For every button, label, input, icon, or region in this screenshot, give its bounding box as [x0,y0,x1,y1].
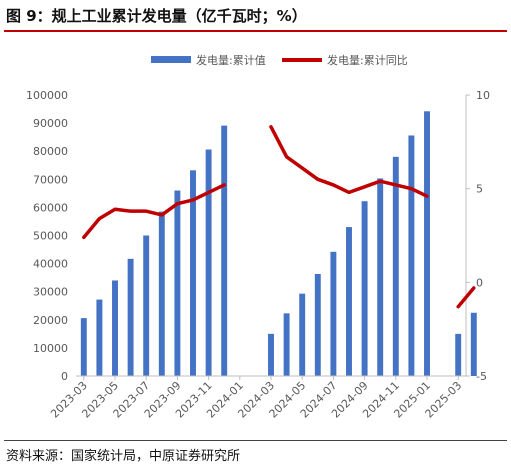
legend-swatch-bar [151,56,191,63]
left-axis-tick-label: 60000 [33,201,68,214]
left-axis-tick-label: 70000 [33,173,68,186]
left-axis-tick-label: 100000 [26,89,68,102]
left-axis-tick-label: 10000 [33,342,68,355]
legend-label-bar: 发电量:累计值 [196,53,266,67]
line-segment [269,125,429,198]
bar [80,318,87,376]
bar-series [80,111,477,376]
bar [314,273,321,376]
footer-rule [4,440,507,441]
bar [299,293,306,376]
left-axis-tick-label: 20000 [33,314,68,327]
title-rule [4,30,507,32]
left-axis-tick-label: 80000 [33,145,68,158]
bar [190,170,196,376]
line-segment [456,286,476,309]
bar [127,258,134,376]
bar [158,211,165,376]
bar [377,178,384,376]
right-axis: -5 0 5 10 [465,89,490,383]
line-series [82,125,476,309]
left-axis: 0 10000 20000 30000 40000 50000 60000 70000 8000… [26,89,68,383]
left-axis-tick-label: 50000 [33,230,68,243]
left-axis-tick-label: 30000 [33,286,68,299]
x-axis: 2023-032023-052023-072023-092023-112024-… [48,375,466,421]
right-axis-tick-label: 5 [476,183,483,196]
legend: 发电量:累计值 发电量:累计同比 [151,53,408,67]
bar [392,156,399,376]
legend-label-line: 发电量:累计同比 [327,53,408,67]
bar [221,125,228,376]
bar [455,333,462,376]
right-axis-tick-label: 0 [476,276,483,289]
bar [330,251,337,376]
bar [174,190,181,376]
right-axis-tick-label: -5 [476,370,487,383]
left-axis-tick-label: 0 [61,370,68,383]
right-axis-tick-label: 10 [476,89,490,102]
bar [96,299,103,376]
bar [268,333,274,376]
bar [424,111,430,376]
chart: 发电量:累计值 发电量:累计同比 010000200003000040000500… [26,53,490,421]
figure-title: 图 9：规上工业累计发电量（亿千瓦时；%） [6,7,307,25]
left-axis-tick-label: 90000 [33,117,68,130]
bar [470,312,477,376]
bar [361,201,368,376]
bar [283,313,290,376]
source-note: 资料来源：国家统计局，中原证券研究所 [6,449,241,464]
line-segment [82,183,226,240]
bar [205,149,212,376]
left-axis-tick-label: 40000 [33,258,68,271]
bar [112,280,118,376]
bar [346,227,352,376]
bar [408,135,415,376]
bar [143,235,150,376]
